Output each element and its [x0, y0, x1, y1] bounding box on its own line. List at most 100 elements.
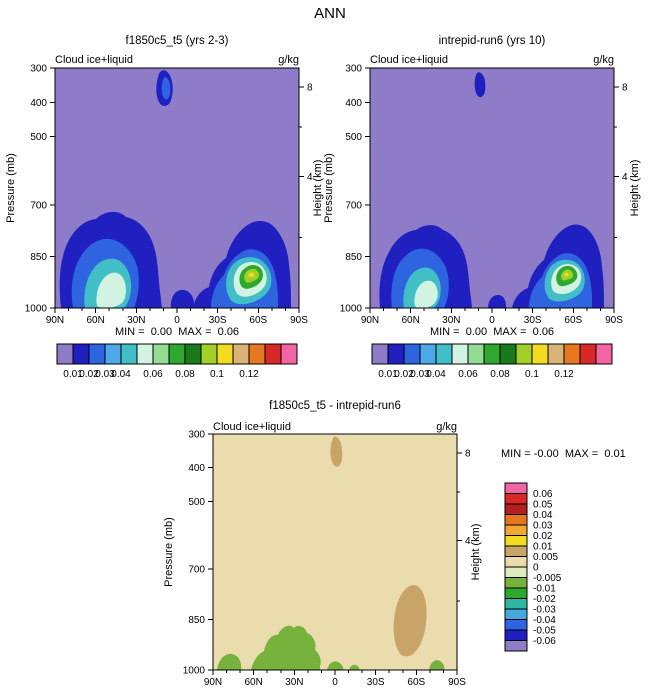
colorbar-label: 0.1: [525, 369, 539, 380]
colorbar-cell: [152, 343, 170, 365]
diff-negative-patch: [327, 661, 344, 670]
colorbar-cell: [595, 343, 613, 365]
colorbar-cell: [184, 343, 202, 365]
colorbar-cell: [200, 343, 218, 365]
lat-tick-label: 30S: [209, 315, 227, 326]
colorbar-label: 0.04: [111, 369, 131, 380]
lat-tick-label: 0: [174, 315, 180, 326]
lat-tick-label: 60N: [401, 315, 419, 326]
lat-tick-label: 60N: [86, 315, 104, 326]
lat-tick-label: 30N: [442, 315, 460, 326]
panel-right-plot: [370, 68, 614, 308]
colorbar-label: 0.04: [426, 369, 446, 380]
colorbar-cell: [504, 619, 528, 631]
pressure-tick-label: 400: [345, 98, 362, 109]
colorbar-cell: [504, 640, 528, 652]
lat-tick-label: 90N: [361, 315, 379, 326]
colorbar-label: -0.005: [533, 573, 562, 584]
diff-negative-patch: [429, 660, 445, 670]
panel-left-units-label: g/kg: [278, 54, 299, 66]
panel-left-contours: [59, 70, 291, 308]
colorbar-cell: [504, 629, 528, 641]
colorbar-cell: [120, 343, 138, 365]
colorbar-cell: [504, 587, 528, 599]
colorbar-label: -0.03: [533, 605, 556, 616]
colorbar-cell: [435, 343, 453, 365]
colorbar-cell: [504, 535, 528, 547]
colorbar-cell: [563, 343, 581, 365]
colorbar-cell: [387, 343, 405, 365]
main-title: ANN: [314, 5, 346, 22]
diff-positive-sh-blob: [393, 585, 427, 657]
panel-diff-field-label: Cloud ice+liquid: [213, 421, 291, 433]
colorbar-cell: [579, 343, 597, 365]
contour-nh-level4: [414, 280, 438, 308]
panel-left-axes: 300 400 500 700 850 1000 8 4 90N 60N 30N 0 30S 60S 90S: [25, 64, 313, 327]
height-tick-label: 8: [465, 448, 471, 459]
pressure-tick-label: 850: [30, 252, 47, 263]
lat-tick-label: 30N: [285, 677, 303, 688]
panel-diff-height-axis-label: Height (km): [470, 524, 482, 581]
panel-diff-stats: MIN = -0.00 MAX = 0.01: [501, 448, 626, 460]
colorbar-cell: [280, 343, 298, 365]
colorbar-label: 0.005: [533, 552, 558, 563]
colorbar-label: 0.03: [533, 521, 553, 532]
contour-sh-core-rings: [544, 259, 585, 302]
colorbar-label: -0.04: [533, 615, 556, 626]
pressure-tick-label: 850: [345, 252, 362, 263]
colorbar-cell: [88, 343, 106, 365]
pressure-tick-label: 700: [188, 564, 205, 575]
pressure-tick-label: 300: [345, 64, 362, 75]
diff-negative-patch: [217, 653, 242, 670]
pressure-tick-label: 300: [188, 430, 205, 441]
colorbar-cell: [419, 343, 437, 365]
height-tick-label: 4: [465, 536, 471, 547]
colorbar-label: 0.05: [533, 500, 553, 511]
colorbar-cell: [504, 598, 528, 610]
colorbar-label: 0.02: [533, 531, 553, 542]
panel-diff-title: f1850c5_t5 - intrepid-run6: [269, 400, 401, 412]
lat-tick-label: 60S: [249, 315, 267, 326]
lat-tick-label: 90S: [605, 315, 623, 326]
colorbar-label: 0.02: [394, 369, 414, 380]
panel-right-pressure-axis-label: Pressure (mb): [323, 153, 335, 223]
colorbar-cell: [371, 343, 389, 365]
colorbar-cell: [504, 566, 528, 578]
lat-tick-label: 0: [332, 677, 338, 688]
pressure-tick-label: 400: [30, 98, 47, 109]
panel-diff-units-label: g/kg: [436, 421, 457, 433]
panel-diff-contours: [217, 436, 445, 670]
contour-tropical-core: [161, 76, 171, 100]
lat-tick-label: 90N: [46, 315, 64, 326]
colorbar-label: 0.03: [95, 369, 115, 380]
colorbar-cell: [515, 343, 533, 365]
height-tick-label: 8: [307, 83, 313, 94]
diff-negative-patch: [349, 664, 360, 670]
panel-left-colorbar: 0.010.020.030.04 0.06 0.08 0.1 0.12: [56, 343, 298, 380]
colorbar-label: 0.06: [458, 369, 478, 380]
colorbar-label: 0.12: [554, 369, 574, 380]
lat-tick-label: 60S: [564, 315, 582, 326]
pressure-tick-label: 400: [188, 463, 205, 474]
panel-diff-axes: 300 400 500 700 850 1000 8 4 90N 60N 30N 0 30S 60S 90S: [183, 430, 471, 689]
height-tick-label: 4: [307, 172, 313, 183]
colorbar-label: -0.02: [533, 594, 556, 605]
colorbar-label: 0.02: [79, 369, 99, 380]
pressure-tick-label: 1000: [340, 304, 363, 315]
panel-left: f1850c5_t5 (yrs 2-3) Cloud ice+liquid g/…: [5, 35, 324, 380]
panel-right-field-label: Cloud ice+liquid: [370, 54, 448, 66]
panel-right: intrepid-run6 (yrs 10) Cloud ice+liquid …: [323, 35, 641, 380]
colorbar-label: 0.04: [533, 510, 553, 521]
panel-left-field-label: Cloud ice+liquid: [55, 54, 133, 66]
colorbar-label: 0.08: [175, 369, 195, 380]
colorbar-label: 0: [533, 563, 539, 574]
pressure-tick-label: 700: [30, 201, 47, 212]
colorbar-label: -0.01: [533, 584, 556, 595]
contour-eq-patch: [170, 289, 194, 308]
colorbar-label: 0.06: [143, 369, 163, 380]
colorbar-cell: [136, 343, 154, 365]
colorbar-label: 0.01: [63, 369, 83, 380]
colorbar-cell: [504, 577, 528, 589]
panel-diff-pressure-axis-label: Pressure (mb): [163, 517, 175, 587]
